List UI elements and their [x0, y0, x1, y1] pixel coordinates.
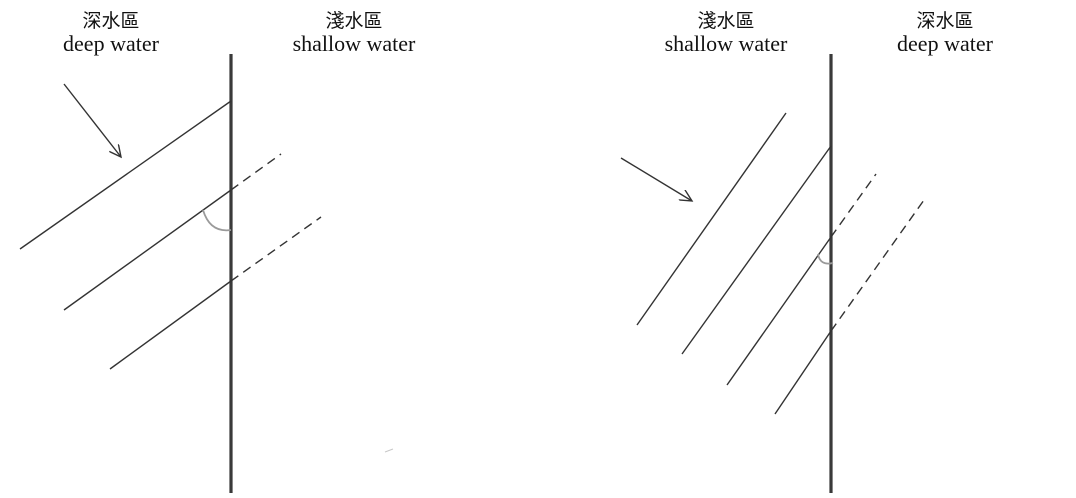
- wavefront-1: [636, 112, 787, 326]
- wavefront-4: [774, 330, 832, 415]
- wavefront-3: [726, 236, 832, 386]
- right-diagram-shallow-water-label: 淺水區 shallow water: [648, 10, 804, 56]
- shallow-water-english-label: shallow water: [664, 30, 788, 56]
- shallow-water-english-label: shallow water: [292, 30, 416, 56]
- deep-water-english-label: deep water: [63, 30, 159, 56]
- direction-arrow: [63, 83, 121, 157]
- right-diagram: [620, 54, 925, 493]
- right-diagram-deep-water-label: 深水區 deep water: [880, 10, 1010, 56]
- wavefront-2: [63, 189, 232, 311]
- wavefront-1: [19, 100, 232, 250]
- deep-water-chinese-label: 深水區: [916, 10, 974, 32]
- angle-arc: [817, 253, 834, 265]
- deep-water-chinese-label: 深水區: [82, 10, 140, 32]
- wavefront-3-continuation-dashed: [230, 216, 322, 282]
- wavefront-3-continuation-dashed: [830, 173, 877, 238]
- deep-water-english-label: deep water: [897, 30, 993, 56]
- left-diagram: [19, 54, 322, 493]
- wavefront-2: [681, 145, 832, 355]
- wavefront-3: [109, 280, 232, 370]
- scan-speck: [384, 448, 394, 453]
- wavefront-2-continuation-dashed: [230, 153, 282, 191]
- shallow-water-chinese-label: 淺水區: [697, 10, 755, 32]
- left-diagram-deep-water-label: 深水區 deep water: [36, 10, 186, 56]
- angle-arc: [202, 209, 232, 232]
- direction-arrow: [620, 157, 692, 201]
- left-diagram-shallow-water-label: 淺水區 shallow water: [276, 10, 432, 56]
- wavefront-4-continuation-dashed: [830, 199, 925, 332]
- shallow-water-chinese-label: 淺水區: [325, 10, 383, 32]
